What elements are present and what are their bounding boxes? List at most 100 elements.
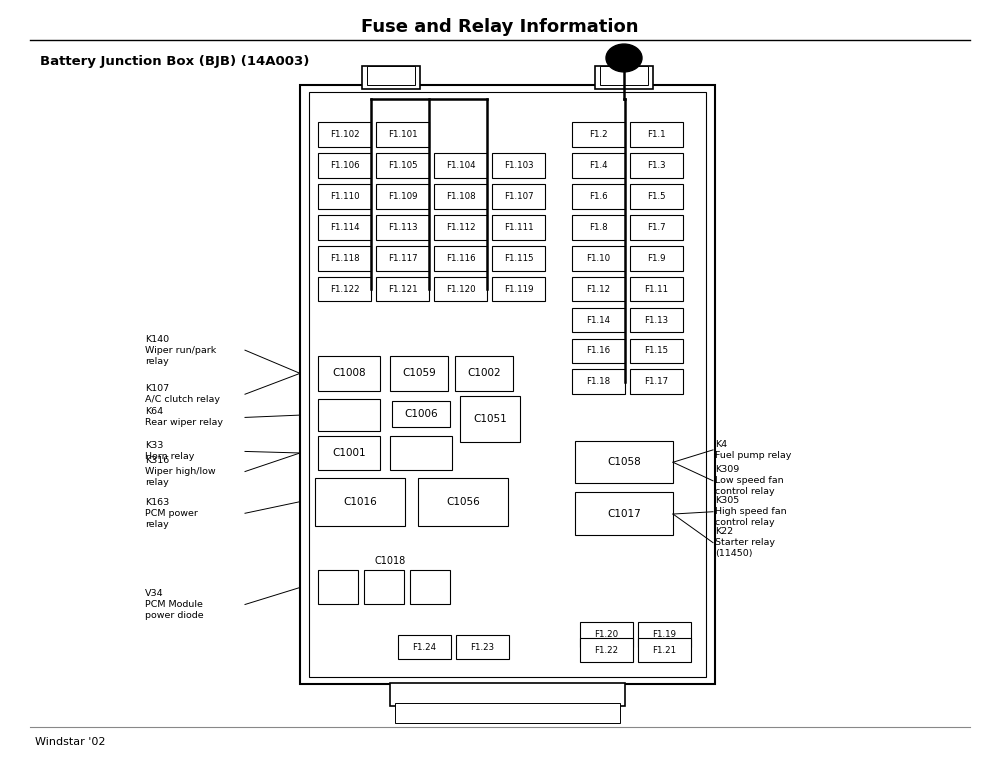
Bar (367, 66, 415, 85)
Text: K316
Wiper high/low
relay: K316 Wiper high/low relay (145, 456, 216, 487)
Circle shape (606, 44, 642, 72)
Text: C1056: C1056 (446, 497, 480, 506)
Bar (638, 622, 691, 647)
Text: F1.14: F1.14 (586, 315, 611, 325)
Bar (376, 122, 429, 147)
Bar (318, 246, 371, 271)
Text: C1008: C1008 (332, 369, 366, 378)
Text: F1.108: F1.108 (446, 192, 475, 201)
Bar (315, 478, 405, 526)
Text: F1.10: F1.10 (586, 254, 611, 263)
Bar (376, 184, 429, 209)
Text: V34
PCM Module
power diode: V34 PCM Module power diode (145, 589, 204, 620)
Bar (434, 184, 487, 209)
Bar (492, 153, 545, 178)
Text: F1.116: F1.116 (446, 254, 475, 263)
Bar (410, 570, 450, 604)
Bar (392, 401, 450, 427)
Text: F1.7: F1.7 (647, 223, 666, 232)
Bar (318, 436, 380, 470)
Text: C1051: C1051 (473, 414, 507, 424)
Text: C1002: C1002 (467, 369, 501, 378)
Bar (572, 122, 625, 147)
Bar (630, 369, 683, 394)
Bar (572, 369, 625, 394)
Bar (630, 277, 683, 301)
Bar (630, 184, 683, 209)
Text: F1.6: F1.6 (589, 192, 608, 201)
Bar (630, 215, 683, 240)
Bar (434, 215, 487, 240)
Text: K33
Horn relay: K33 Horn relay (145, 441, 194, 461)
Bar (630, 246, 683, 271)
Text: K107
A/C clutch relay: K107 A/C clutch relay (145, 384, 220, 404)
Bar (575, 492, 673, 535)
Text: Windstar '02: Windstar '02 (35, 737, 106, 747)
Bar (318, 153, 371, 178)
Text: F1.2: F1.2 (589, 130, 608, 139)
Text: F1.104: F1.104 (446, 161, 475, 170)
Bar (572, 153, 625, 178)
Text: F1.15: F1.15 (644, 346, 669, 356)
Bar (418, 478, 508, 526)
Text: F1.113: F1.113 (388, 223, 417, 232)
Bar (572, 184, 625, 209)
Text: F1.16: F1.16 (586, 346, 611, 356)
Bar (572, 215, 625, 240)
Bar (362, 66, 420, 89)
Bar (638, 638, 691, 662)
Bar (318, 184, 371, 209)
Bar (434, 246, 487, 271)
Text: F1.11: F1.11 (644, 284, 669, 294)
Bar (572, 339, 625, 363)
Bar (572, 246, 625, 271)
Text: C1059: C1059 (402, 369, 436, 378)
Text: F1.1: F1.1 (647, 130, 666, 139)
Bar (630, 308, 683, 332)
Text: F1.101: F1.101 (388, 130, 417, 139)
Text: C1017: C1017 (607, 509, 641, 519)
Bar (318, 215, 371, 240)
Bar (376, 215, 429, 240)
Bar (364, 570, 404, 604)
Bar (492, 277, 545, 301)
Text: F1.3: F1.3 (647, 161, 666, 170)
Text: F1.115: F1.115 (504, 254, 533, 263)
Bar (390, 683, 625, 706)
Text: F1.111: F1.111 (504, 223, 533, 232)
Text: K309
Low speed fan
control relay: K309 Low speed fan control relay (715, 465, 784, 496)
Text: F1.17: F1.17 (644, 377, 669, 386)
Text: F1.110: F1.110 (330, 192, 359, 201)
Bar (376, 153, 429, 178)
Text: F1.20: F1.20 (594, 630, 619, 639)
Text: F1.122: F1.122 (330, 284, 359, 294)
Text: F1.22: F1.22 (594, 645, 619, 655)
Bar (398, 635, 451, 659)
Bar (456, 635, 509, 659)
Text: F1.19: F1.19 (652, 630, 676, 639)
Bar (492, 184, 545, 209)
Text: F1.18: F1.18 (586, 377, 611, 386)
Text: Battery Junction Box (BJB) (14A003): Battery Junction Box (BJB) (14A003) (40, 56, 309, 68)
Bar (580, 638, 633, 662)
Bar (492, 246, 545, 271)
Bar (572, 308, 625, 332)
Bar (395, 703, 620, 723)
Text: F1.109: F1.109 (388, 192, 417, 201)
Text: C1016: C1016 (343, 497, 377, 506)
Text: F1.9: F1.9 (647, 254, 666, 263)
Text: F1.121: F1.121 (388, 284, 417, 294)
Text: K305
High speed fan
control relay: K305 High speed fan control relay (715, 496, 787, 527)
Bar (376, 277, 429, 301)
Text: F1.103: F1.103 (504, 161, 533, 170)
Text: C1058: C1058 (607, 457, 641, 467)
Text: K140
Wiper run/park
relay: K140 Wiper run/park relay (145, 335, 216, 366)
Text: C1006: C1006 (404, 410, 438, 419)
Bar (376, 246, 429, 271)
Text: C1018: C1018 (374, 556, 406, 566)
Text: F1.102: F1.102 (330, 130, 359, 139)
Bar (318, 570, 358, 604)
Text: F1.4: F1.4 (589, 161, 608, 170)
Bar (318, 122, 371, 147)
Text: C1001: C1001 (332, 448, 366, 458)
